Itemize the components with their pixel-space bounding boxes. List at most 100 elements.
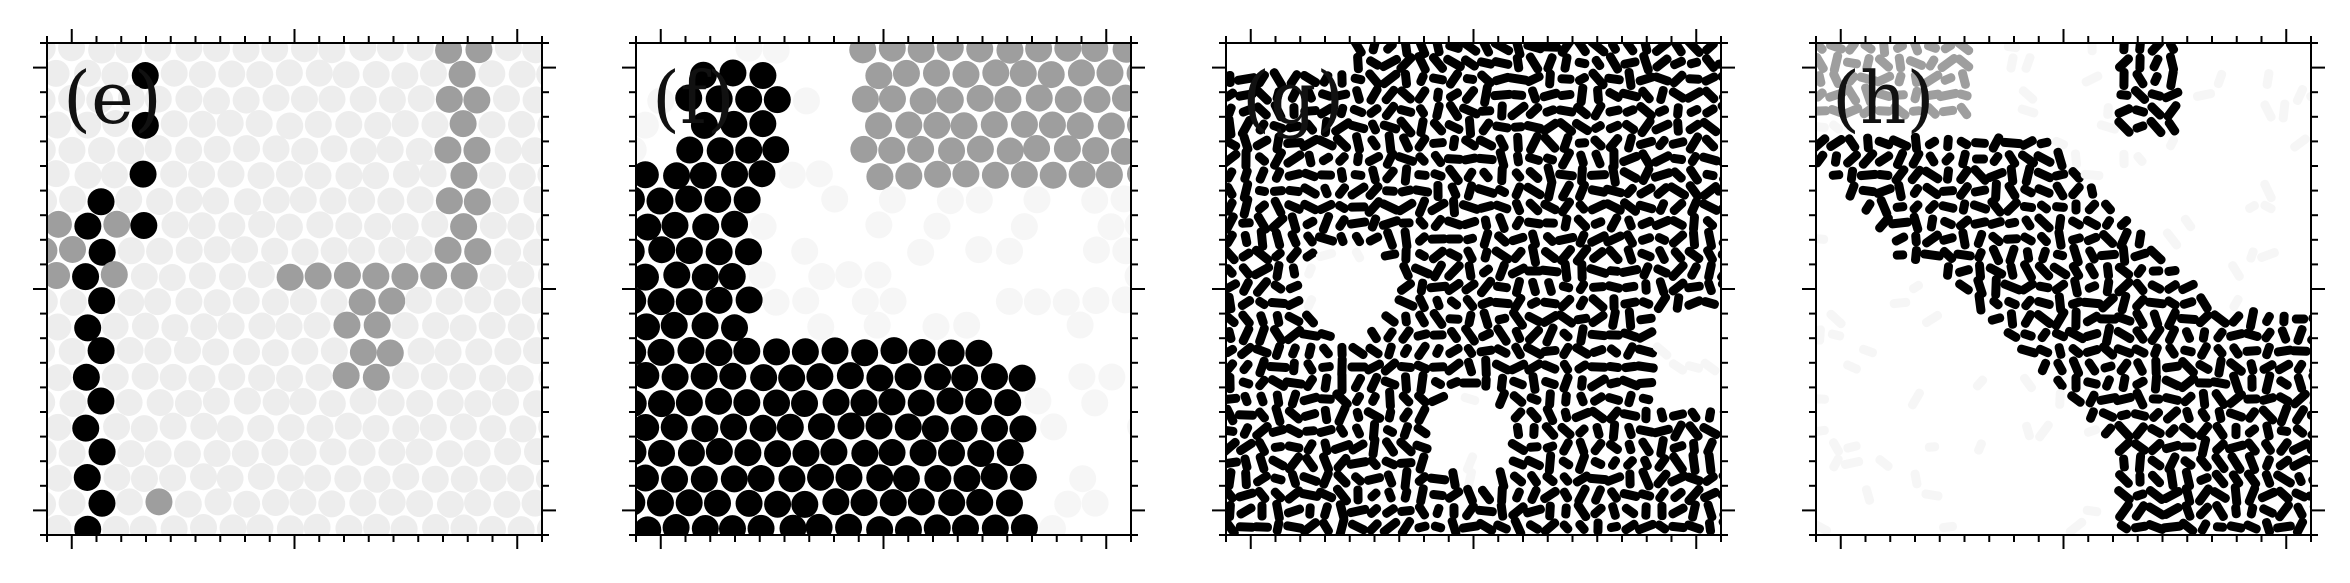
dark-worm (1415, 452, 1429, 474)
dark-worm (1253, 102, 1271, 120)
panel-h: (h) (1802, 29, 2325, 549)
dark-worm (1335, 515, 1349, 535)
dark-worm (1702, 169, 1718, 181)
particle (492, 388, 520, 416)
dark-worm (1956, 165, 1972, 185)
gray-particle (362, 262, 390, 290)
particle (190, 412, 218, 440)
dark-worm (2004, 181, 2020, 201)
dark-worm (1526, 393, 1542, 405)
light-worm (2162, 228, 2182, 250)
dark-worm (1970, 165, 1990, 185)
dark-worm (1381, 85, 1399, 105)
light-worm (1842, 57, 1862, 69)
dark-particle (952, 514, 980, 535)
dark-worm (1574, 57, 1590, 69)
dark-particle (690, 111, 718, 139)
dark-worm (2132, 489, 2148, 501)
gray-particle (924, 160, 952, 188)
dark-worm (1444, 487, 1464, 503)
dark-worm (1668, 503, 1688, 519)
dark-worm (1526, 442, 1542, 452)
particle (762, 43, 790, 64)
dark-worm (1685, 119, 1703, 135)
gray-particle (100, 261, 128, 289)
dark-worm (2114, 486, 2134, 504)
particle (507, 313, 535, 341)
dark-worm (1252, 421, 1272, 441)
dark-worm (1334, 403, 1350, 427)
particle (276, 112, 304, 140)
dark-worm (1510, 122, 1526, 132)
dark-worm (1670, 167, 1686, 183)
dark-worm (1699, 422, 1721, 440)
dark-worm (1591, 485, 1605, 505)
dark-worm (1523, 121, 1545, 133)
dark-worm (1588, 294, 1608, 312)
dark-worm (1481, 355, 1491, 379)
particle (74, 59, 102, 87)
dark-worm (1368, 165, 1380, 185)
dark-worm (2071, 373, 2081, 393)
dark-worm (1575, 520, 1589, 534)
dark-worm (1365, 182, 1383, 200)
dark-worm (1606, 344, 1622, 358)
dark-worm (1426, 473, 1450, 485)
dark-worm (1687, 151, 1701, 167)
dark-worm (2134, 452, 2146, 474)
dark-worm (2276, 376, 2292, 390)
particle (58, 337, 86, 365)
dark-worm (1605, 245, 1623, 265)
dark-worm (1240, 391, 1252, 407)
dark-worm (2164, 307, 2180, 331)
particle (161, 211, 189, 239)
dark-worm (1285, 280, 1303, 294)
dark-worm (1449, 503, 1459, 519)
particle (47, 389, 56, 415)
particle (508, 60, 536, 88)
dark-worm (2071, 307, 2081, 331)
dark-worm (2147, 280, 2165, 294)
dark-worm (1586, 473, 1610, 485)
dark-particle (636, 438, 647, 465)
dark-worm (1924, 136, 1940, 150)
dark-worm (2113, 392, 2135, 406)
dark-worm (2036, 231, 2052, 247)
dark-particle (791, 389, 819, 417)
gray-particle (996, 43, 1024, 64)
particle (364, 212, 392, 240)
gray-particle (276, 263, 304, 291)
dark-worm (1445, 164, 1463, 186)
dark-particle (663, 261, 691, 289)
dark-worm (2021, 215, 2035, 231)
dark-worm (1607, 456, 1621, 470)
dark-worm (2178, 357, 2198, 377)
dark-worm (1586, 264, 1610, 278)
dark-worm (1669, 216, 1687, 230)
dark-worm (2259, 504, 2277, 518)
particle (419, 413, 447, 441)
dark-worm (1540, 518, 1560, 535)
dark-worm (1556, 245, 1576, 265)
particle (1010, 213, 1038, 241)
light-worm (1873, 71, 1895, 87)
dark-worm (1283, 325, 1305, 345)
dark-worm (1667, 471, 1689, 487)
dark-particle (735, 286, 763, 314)
dark-worm (1542, 404, 1558, 426)
dark-worm (2098, 293, 2118, 313)
dark-worm (2134, 229, 2146, 249)
dark-worm (1495, 260, 1509, 282)
dark-worm (2083, 377, 2101, 389)
dark-worm (2225, 408, 2247, 422)
particle (261, 288, 289, 316)
dark-worm (1427, 234, 1449, 244)
dark-worm (1252, 522, 1272, 532)
particle (203, 440, 231, 468)
dark-particle (908, 339, 936, 367)
dark-worm (2053, 147, 2067, 171)
particle (1082, 236, 1110, 264)
dark-particle (878, 388, 906, 416)
dark-worm (1367, 326, 1381, 344)
dark-particle (675, 84, 703, 112)
